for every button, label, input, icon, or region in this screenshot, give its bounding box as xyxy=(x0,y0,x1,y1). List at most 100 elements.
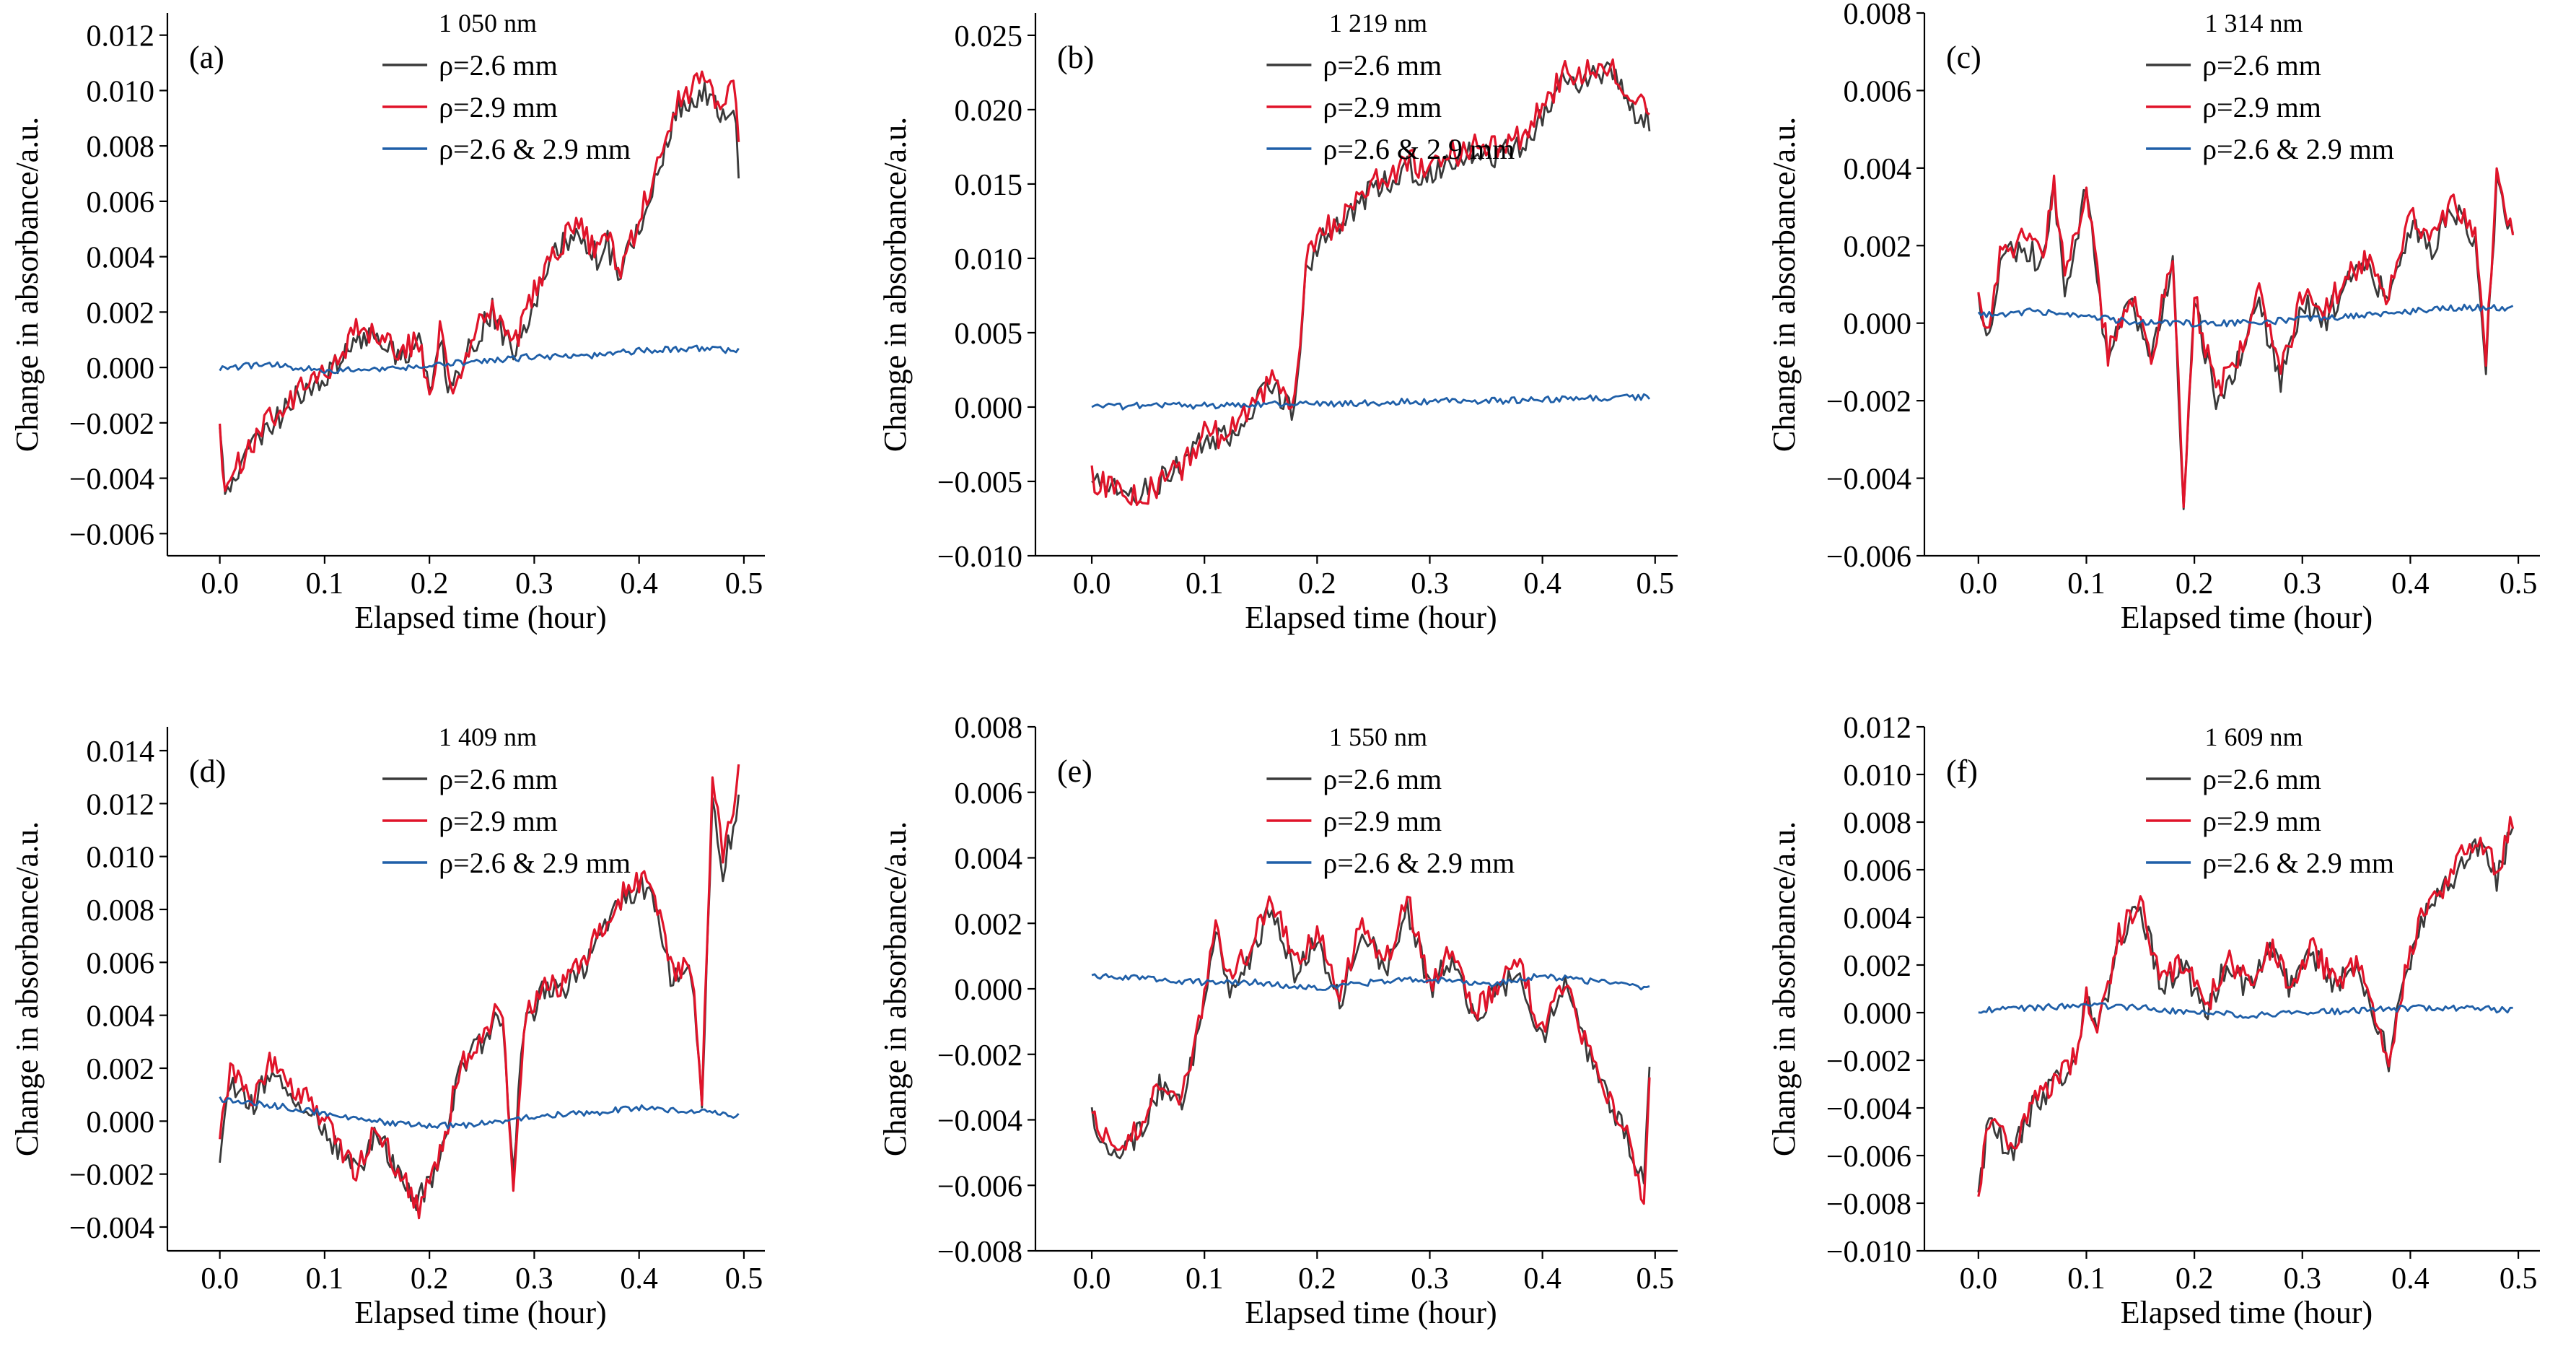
x-tick-label: 0.0 xyxy=(201,1262,239,1296)
x-tick-label: 0.3 xyxy=(515,567,553,601)
panel-e: −0.008 −0.006 −0.004 −0.002 0.000 0.002 0.004 0… xyxy=(877,712,1678,1330)
y-tick-label: −0.010 xyxy=(1826,1236,1911,1269)
panel-b: −0.010 −0.005 0.000 0.005 0.010 0.015 0.020 0.0… xyxy=(877,9,1678,635)
panel-f: −0.010 −0.008 −0.006 −0.004 −0.002 0.000 0.002… xyxy=(1766,712,2540,1330)
y-tick-label: 0.000 xyxy=(955,974,1023,1007)
chart-title: 1 050 nm xyxy=(439,9,537,38)
panel-label: (e) xyxy=(1057,754,1092,789)
x-tick-label: 0.1 xyxy=(2067,1262,2106,1296)
chart-title: 1 219 nm xyxy=(1329,9,1427,38)
y-tick-label: 0.002 xyxy=(1844,230,1912,263)
series-line-2 xyxy=(1977,816,2515,1197)
y-tick-label: 0.000 xyxy=(1844,308,1912,341)
series-line-1 xyxy=(219,82,740,495)
x-tick-label: 0.2 xyxy=(1298,567,1336,601)
y-tick-label: −0.006 xyxy=(937,1170,1022,1203)
series-line-3 xyxy=(1091,393,1651,411)
y-tick-label: 0.012 xyxy=(87,788,155,821)
x-axis-label: Elapsed time (hour) xyxy=(354,600,606,635)
legend-label: ρ=2.9 mm xyxy=(2202,805,2321,837)
series-line-2 xyxy=(1090,58,1650,507)
x-tick-label: 0.0 xyxy=(1073,567,1111,601)
series-line-3 xyxy=(219,1096,740,1130)
x-tick-label: 0.0 xyxy=(1073,1262,1111,1296)
y-axis-label: Change in absorbance/a.u. xyxy=(9,117,45,452)
y-tick-label: 0.002 xyxy=(1844,950,1912,983)
x-axis-label: Elapsed time (hour) xyxy=(2121,1295,2373,1330)
x-tick-label: 0.5 xyxy=(1637,1262,1675,1296)
y-tick-label: 0.008 xyxy=(955,712,1023,745)
y-tick-label: −0.004 xyxy=(69,1212,154,1245)
x-tick-label: 0.0 xyxy=(1960,1262,1998,1296)
y-tick-label: 0.025 xyxy=(955,20,1023,53)
legend-label: ρ=2.6 mm xyxy=(1323,763,1442,795)
x-tick-label: 0.0 xyxy=(201,567,239,601)
legend-label: ρ=2.9 mm xyxy=(1323,91,1442,123)
x-tick-label: 0.2 xyxy=(2176,1262,2214,1296)
y-tick-label: 0.008 xyxy=(1844,0,1912,31)
y-tick-label: 0.006 xyxy=(955,777,1023,811)
series-line-2 xyxy=(219,764,740,1220)
y-axis-label: Change in absorbance/a.u. xyxy=(1766,821,1802,1156)
series-line-3 xyxy=(1978,1002,2513,1019)
y-tick-label: −0.004 xyxy=(1826,1093,1911,1126)
panel-d: −0.004 −0.002 0.000 0.002 0.004 0.006 0.008 0.0… xyxy=(9,722,765,1330)
y-tick-label: −0.002 xyxy=(69,408,154,441)
series-line-1 xyxy=(219,794,740,1212)
y-tick-label: 0.006 xyxy=(87,947,155,980)
y-tick-label: −0.006 xyxy=(1826,541,1911,574)
y-tick-label: 0.004 xyxy=(1844,902,1912,935)
x-tick-label: 0.3 xyxy=(1411,567,1449,601)
x-tick-label: 0.5 xyxy=(725,567,763,601)
y-tick-label: 0.000 xyxy=(87,352,155,385)
y-tick-label: −0.004 xyxy=(1826,463,1911,497)
legend-label: ρ=2.9 mm xyxy=(1323,805,1442,837)
x-tick-label: 0.2 xyxy=(1298,1262,1336,1296)
legend-label: ρ=2.9 mm xyxy=(439,91,558,123)
legend-label: ρ=2.6 & 2.9 mm xyxy=(439,133,631,165)
y-tick-label: 0.002 xyxy=(87,297,155,330)
x-tick-label: 0.1 xyxy=(1186,567,1224,601)
x-tick-label: 0.1 xyxy=(2067,567,2106,601)
chart-title: 1 314 nm xyxy=(2204,9,2303,38)
x-tick-label: 0.3 xyxy=(2284,567,2322,601)
legend-label: ρ=2.6 mm xyxy=(1323,49,1442,82)
y-tick-label: 0.006 xyxy=(87,186,155,219)
panel-label: (d) xyxy=(189,754,226,789)
legend-label: ρ=2.6 mm xyxy=(439,763,558,795)
y-tick-label: 0.014 xyxy=(87,735,155,769)
legend-label: ρ=2.9 mm xyxy=(2202,91,2321,123)
series-line-3 xyxy=(219,344,740,375)
x-tick-label: 0.3 xyxy=(2284,1262,2322,1296)
y-tick-label: −0.008 xyxy=(937,1236,1022,1269)
y-tick-label: 0.004 xyxy=(87,1000,155,1034)
x-tick-label: 0.4 xyxy=(1523,567,1561,601)
legend-label: ρ=2.6 & 2.9 mm xyxy=(439,847,631,879)
y-tick-label: 0.004 xyxy=(1844,153,1912,186)
chart-title: 1 550 nm xyxy=(1329,722,1427,751)
y-tick-label: −0.002 xyxy=(69,1159,154,1192)
y-tick-label: 0.005 xyxy=(955,318,1023,351)
panel-label: (a) xyxy=(189,40,224,75)
series-line-1 xyxy=(1091,61,1651,505)
y-tick-label: 0.015 xyxy=(955,169,1023,202)
panel-label: (c) xyxy=(1946,40,1981,75)
y-axis-label: Change in absorbance/a.u. xyxy=(877,821,913,1156)
panel-a: −0.006 −0.004 −0.002 0.000 0.002 0.004 0.006 0.… xyxy=(9,9,765,635)
x-tick-label: 0.4 xyxy=(620,1262,658,1296)
y-axis-label: Change in absorbance/a.u. xyxy=(877,117,913,452)
y-tick-label: 0.012 xyxy=(1844,712,1912,745)
legend-label: ρ=2.6 & 2.9 mm xyxy=(1323,133,1515,165)
legend-label: ρ=2.6 & 2.9 mm xyxy=(1323,847,1515,879)
y-tick-label: −0.006 xyxy=(1826,1140,1911,1174)
x-tick-label: 0.5 xyxy=(725,1262,763,1296)
y-tick-label: 0.010 xyxy=(1844,759,1912,793)
y-tick-label: 0.010 xyxy=(87,842,155,875)
x-tick-label: 0.2 xyxy=(411,1262,449,1296)
x-axis-label: Elapsed time (hour) xyxy=(1245,1295,1497,1330)
legend-label: ρ=2.6 mm xyxy=(2202,49,2321,82)
x-tick-label: 0.5 xyxy=(1637,567,1675,601)
y-tick-label: −0.004 xyxy=(937,1105,1022,1138)
panel-label: (f) xyxy=(1946,754,1978,789)
